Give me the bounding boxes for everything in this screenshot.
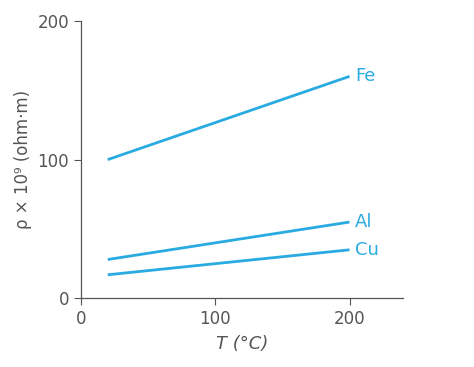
Y-axis label: ρ × 10⁹ (ohm·m): ρ × 10⁹ (ohm·m)	[14, 90, 32, 229]
Text: Al: Al	[355, 213, 373, 231]
Text: Cu: Cu	[355, 241, 379, 259]
X-axis label: T (°C): T (°C)	[216, 335, 268, 353]
Text: Fe: Fe	[355, 68, 375, 86]
